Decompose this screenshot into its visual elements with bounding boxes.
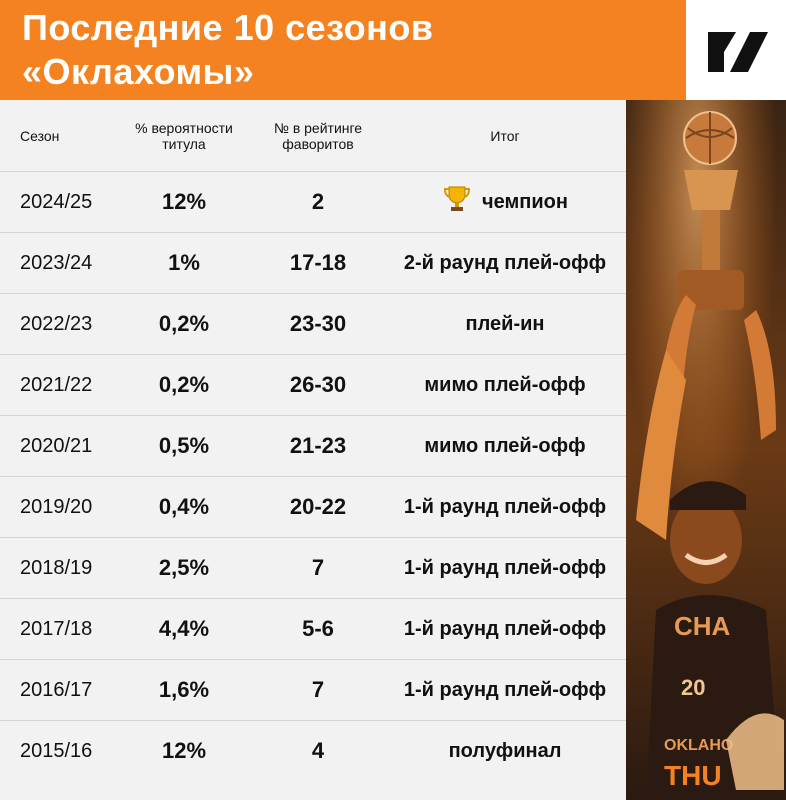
- header-bar: Последние 10 сезонов «Оклахомы»: [0, 0, 686, 100]
- header-rank-line-1: № в рейтинге: [273, 119, 363, 136]
- table-row: 2020/21 0,5% 21-23 мимо плей-офф: [0, 416, 626, 477]
- probability-cell: 0,2%: [158, 311, 210, 336]
- header-season: Сезон: [20, 127, 60, 144]
- probability-cell: 12%: [161, 189, 207, 214]
- season-cell: 2015/16: [20, 739, 93, 762]
- season-cell: 2022/23: [20, 312, 93, 335]
- header-result: Итог: [490, 127, 520, 144]
- table-row: 2024/25 12% 2 чемпион: [0, 172, 626, 233]
- result-text: чемпион: [482, 190, 568, 213]
- table-row: 2018/19 2,5% 7 1-й раунд плей-офф: [0, 538, 626, 599]
- header-rank-line-2: фаворитов: [282, 135, 354, 152]
- table-header: Сезон % вероятности титула № в рейтинге …: [0, 100, 626, 172]
- player-photo-illustration: CHA 20 OKLAHO THU: [626, 100, 786, 800]
- logo-box: [686, 0, 786, 100]
- title-line-1: Последние 10 сезонов: [22, 7, 434, 48]
- rank-cell: 5-6: [302, 616, 334, 641]
- probability-cell: 1,6%: [158, 677, 210, 702]
- result-cell: 2-й раунд плей-офф: [403, 251, 607, 274]
- table-row: 2023/24 1% 17-18 2-й раунд плей-офф: [0, 233, 626, 294]
- season-cell: 2023/24: [20, 251, 93, 274]
- header-probability: % вероятности титула: [114, 100, 254, 171]
- probability-cell: 0,2%: [158, 372, 210, 397]
- rank-cell: 7: [311, 555, 325, 580]
- svg-text:OKLAHO: OKLAHO: [664, 737, 733, 754]
- probability-cell: 0,4%: [158, 494, 210, 519]
- result-cell: 1-й раунд плей-офф: [403, 617, 607, 640]
- header-probability-line-2: титула: [162, 135, 206, 152]
- result-cell: мимо плей-офф: [424, 373, 586, 396]
- seasons-table: Сезон % вероятности титула № в рейтинге …: [0, 100, 626, 800]
- season-cell: 2019/20: [20, 495, 93, 518]
- season-cell: 2024/25: [20, 190, 93, 213]
- table-row: 2017/18 4,4% 5-6 1-й раунд плей-офф: [0, 599, 626, 660]
- probability-cell: 1%: [168, 250, 200, 275]
- result-cell: чемпион: [390, 172, 620, 232]
- table-row: 2015/16 12% 4 полуфинал: [0, 721, 626, 781]
- probability-cell: 2,5%: [158, 555, 210, 580]
- rank-cell: 23-30: [289, 311, 347, 336]
- rank-cell: 26-30: [289, 372, 347, 397]
- result-cell: мимо плей-офф: [424, 434, 586, 457]
- season-cell: 2016/17: [20, 678, 93, 701]
- svg-text:THU: THU: [664, 760, 722, 791]
- trophy-icon: [442, 184, 472, 220]
- table-row: 2022/23 0,2% 23-30 плей-ин: [0, 294, 626, 355]
- brand-logo-icon: [708, 32, 768, 72]
- rank-cell: 17-18: [289, 250, 347, 275]
- rank-cell: 21-23: [289, 433, 347, 458]
- season-cell: 2020/21: [20, 434, 93, 457]
- table-row: 2016/17 1,6% 7 1-й раунд плей-офф: [0, 660, 626, 721]
- result-cell: полуфинал: [448, 739, 562, 762]
- svg-text:20: 20: [681, 675, 705, 700]
- result-cell: 1-й раунд плей-офф: [403, 556, 607, 579]
- result-cell: 1-й раунд плей-офф: [403, 495, 607, 518]
- svg-text:CHA: CHA: [674, 611, 731, 641]
- season-cell: 2017/18: [20, 617, 93, 640]
- rank-cell: 4: [311, 738, 325, 763]
- header-rank: № в рейтинге фаворитов: [248, 100, 388, 171]
- title-line-2: «Оклахомы»: [22, 51, 255, 92]
- season-cell: 2018/19: [20, 556, 93, 579]
- rank-cell: 2: [311, 189, 325, 214]
- page-title: Последние 10 сезонов «Оклахомы»: [22, 6, 434, 94]
- table-row: 2019/20 0,4% 20-22 1-й раунд плей-офф: [0, 477, 626, 538]
- result-cell: плей-ин: [465, 312, 545, 335]
- season-cell: 2021/22: [20, 373, 93, 396]
- table-row: 2021/22 0,2% 26-30 мимо плей-офф: [0, 355, 626, 416]
- header-probability-line-1: % вероятности: [135, 119, 233, 136]
- result-cell: 1-й раунд плей-офф: [403, 678, 607, 701]
- probability-cell: 12%: [161, 738, 207, 763]
- rank-cell: 7: [311, 677, 325, 702]
- rank-cell: 20-22: [289, 494, 347, 519]
- player-photo: CHA 20 OKLAHO THU: [626, 100, 786, 800]
- probability-cell: 4,4%: [158, 616, 210, 641]
- probability-cell: 0,5%: [158, 433, 210, 458]
